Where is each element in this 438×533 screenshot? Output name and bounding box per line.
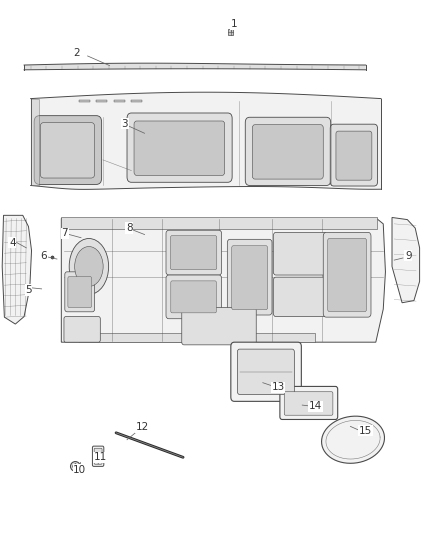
FancyBboxPatch shape	[40, 123, 95, 178]
FancyBboxPatch shape	[182, 308, 256, 345]
FancyBboxPatch shape	[328, 238, 367, 312]
FancyBboxPatch shape	[92, 446, 104, 466]
Text: 9: 9	[405, 251, 412, 261]
Ellipse shape	[74, 246, 103, 287]
Bar	[131, 100, 142, 102]
FancyBboxPatch shape	[170, 236, 217, 270]
Bar	[228, 29, 233, 35]
Text: 15: 15	[359, 426, 372, 435]
Polygon shape	[24, 63, 366, 70]
FancyBboxPatch shape	[245, 117, 331, 185]
FancyBboxPatch shape	[94, 448, 102, 464]
Text: 14: 14	[309, 401, 322, 411]
Bar	[61, 217, 377, 229]
Text: 5: 5	[25, 285, 32, 295]
Text: 3: 3	[121, 119, 128, 128]
Text: 2: 2	[73, 49, 80, 58]
FancyBboxPatch shape	[330, 124, 378, 186]
Polygon shape	[2, 215, 32, 324]
Polygon shape	[321, 416, 385, 463]
FancyBboxPatch shape	[231, 342, 301, 401]
Polygon shape	[31, 92, 381, 189]
Bar	[79, 100, 90, 102]
FancyBboxPatch shape	[166, 230, 222, 275]
FancyBboxPatch shape	[336, 131, 372, 180]
Ellipse shape	[71, 462, 80, 471]
FancyBboxPatch shape	[280, 386, 338, 419]
Bar	[96, 100, 107, 102]
FancyBboxPatch shape	[134, 121, 225, 175]
FancyBboxPatch shape	[171, 281, 216, 313]
FancyBboxPatch shape	[323, 232, 371, 317]
Polygon shape	[392, 217, 420, 303]
Text: 10: 10	[73, 465, 86, 475]
FancyBboxPatch shape	[227, 239, 272, 315]
Ellipse shape	[73, 464, 78, 469]
FancyBboxPatch shape	[64, 317, 100, 342]
Text: 6: 6	[40, 251, 47, 261]
Text: 4: 4	[9, 238, 16, 247]
Text: 13: 13	[272, 383, 285, 392]
FancyBboxPatch shape	[237, 349, 294, 394]
Polygon shape	[61, 219, 385, 342]
FancyBboxPatch shape	[273, 232, 327, 275]
FancyBboxPatch shape	[166, 275, 222, 319]
Bar	[79, 333, 315, 342]
FancyBboxPatch shape	[273, 277, 327, 317]
FancyBboxPatch shape	[65, 272, 95, 312]
Text: 12: 12	[136, 423, 149, 432]
FancyBboxPatch shape	[127, 113, 232, 182]
FancyBboxPatch shape	[284, 392, 333, 415]
FancyBboxPatch shape	[252, 125, 323, 179]
Polygon shape	[31, 99, 39, 185]
Bar	[114, 100, 125, 102]
Text: 7: 7	[61, 229, 68, 238]
Text: 8: 8	[126, 223, 133, 233]
FancyBboxPatch shape	[68, 277, 92, 308]
Text: 1: 1	[231, 19, 238, 29]
FancyBboxPatch shape	[34, 116, 102, 184]
Text: 11: 11	[94, 453, 107, 462]
Ellipse shape	[69, 239, 109, 294]
FancyBboxPatch shape	[232, 246, 268, 310]
